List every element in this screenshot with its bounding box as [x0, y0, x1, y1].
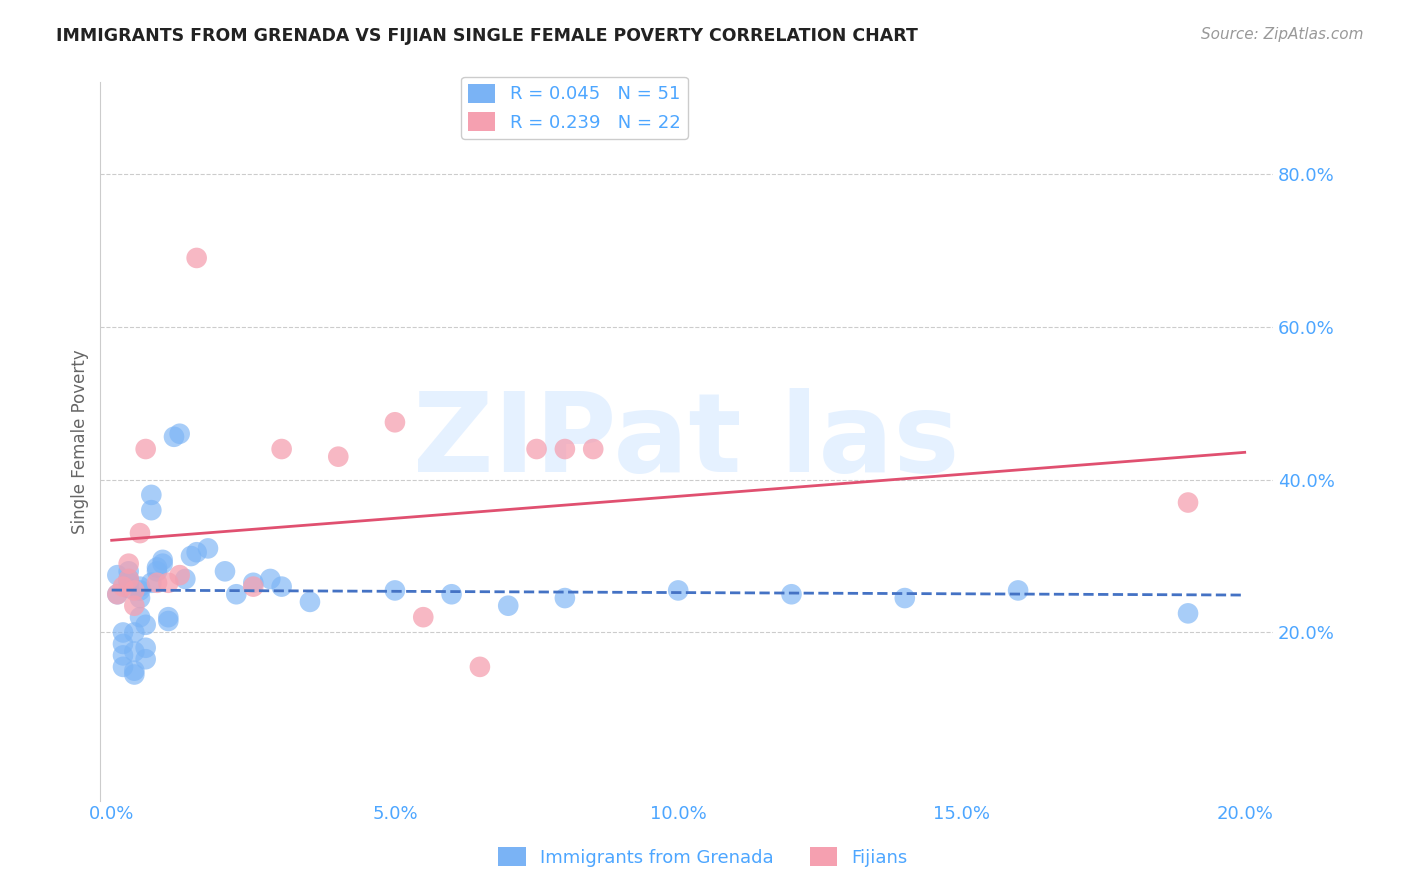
Point — [225, 587, 247, 601]
Point — [242, 580, 264, 594]
Point — [118, 581, 141, 595]
Point — [124, 583, 146, 598]
Point — [157, 614, 180, 628]
Point — [135, 442, 157, 456]
Point — [1177, 607, 1199, 621]
Point — [163, 430, 186, 444]
Point — [124, 664, 146, 678]
Point — [111, 648, 134, 663]
Point — [135, 617, 157, 632]
Point — [554, 442, 576, 456]
Point — [1177, 495, 1199, 509]
Point — [780, 587, 803, 601]
Point — [666, 583, 689, 598]
Point — [129, 526, 152, 541]
Point — [180, 549, 202, 563]
Point — [169, 426, 191, 441]
Point — [118, 572, 141, 586]
Point — [582, 442, 605, 456]
Point — [111, 580, 134, 594]
Point — [146, 564, 169, 578]
Point — [118, 575, 141, 590]
Point — [129, 583, 152, 598]
Point — [496, 599, 519, 613]
Point — [135, 640, 157, 655]
Point — [157, 575, 180, 590]
Point — [141, 503, 163, 517]
Point — [135, 652, 157, 666]
Point — [141, 575, 163, 590]
Text: ZIPat las: ZIPat las — [413, 388, 960, 495]
Point — [124, 667, 146, 681]
Point — [554, 591, 576, 605]
Point — [440, 587, 463, 601]
Point — [118, 564, 141, 578]
Point — [129, 591, 152, 605]
Point — [526, 442, 548, 456]
Y-axis label: Single Female Poverty: Single Female Poverty — [72, 349, 89, 533]
Point — [169, 568, 191, 582]
Point — [124, 644, 146, 658]
Point — [384, 415, 406, 429]
Text: IMMIGRANTS FROM GRENADA VS FIJIAN SINGLE FEMALE POVERTY CORRELATION CHART: IMMIGRANTS FROM GRENADA VS FIJIAN SINGLE… — [56, 27, 918, 45]
Point — [124, 625, 146, 640]
Point — [141, 488, 163, 502]
Point — [186, 545, 208, 559]
Point — [298, 595, 321, 609]
Point — [157, 610, 180, 624]
Point — [384, 583, 406, 598]
Point — [197, 541, 219, 556]
Point — [186, 251, 208, 265]
Point — [174, 572, 197, 586]
Point — [146, 560, 169, 574]
Point — [118, 572, 141, 586]
Point — [1007, 583, 1029, 598]
Point — [270, 580, 292, 594]
Point — [111, 625, 134, 640]
Point — [468, 660, 491, 674]
Legend: R = 0.045   N = 51, R = 0.239   N = 22: R = 0.045 N = 51, R = 0.239 N = 22 — [461, 77, 688, 139]
Point — [242, 575, 264, 590]
Point — [105, 587, 128, 601]
Point — [152, 553, 174, 567]
Point — [146, 575, 169, 590]
Point — [118, 557, 141, 571]
Point — [105, 568, 128, 582]
Point — [124, 599, 146, 613]
Point — [259, 572, 281, 586]
Point — [105, 587, 128, 601]
Point — [129, 580, 152, 594]
Point — [328, 450, 350, 464]
Legend: Immigrants from Grenada, Fijians: Immigrants from Grenada, Fijians — [491, 840, 915, 874]
Point — [270, 442, 292, 456]
Point — [152, 557, 174, 571]
Point — [894, 591, 917, 605]
Text: Source: ZipAtlas.com: Source: ZipAtlas.com — [1201, 27, 1364, 42]
Point — [111, 660, 134, 674]
Point — [129, 610, 152, 624]
Point — [412, 610, 434, 624]
Point — [214, 564, 236, 578]
Point — [111, 637, 134, 651]
